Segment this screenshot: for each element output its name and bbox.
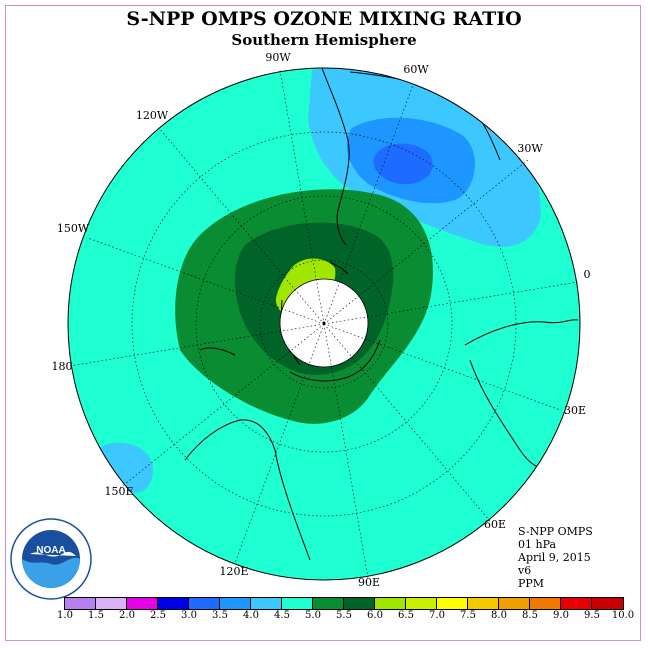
lon-label-120e: 120E — [219, 565, 248, 578]
lon-label-90w: 90W — [265, 51, 291, 64]
colorbar-segment — [282, 598, 313, 609]
colorbar-segment — [220, 598, 251, 609]
colorbar-tick-label: 9.0 — [553, 610, 569, 621]
map-boundary — [67, 67, 581, 581]
info-block: S-NPP OMPS 01 hPa April 9, 2015 v6 PPM — [518, 525, 593, 590]
colorbar-segment — [251, 598, 282, 609]
colorbar — [64, 597, 624, 610]
colorbar-segment — [189, 598, 220, 609]
colorbar-tick-label: 10.0 — [611, 610, 635, 621]
lon-label-90e: 90E — [358, 576, 380, 589]
colorbar-segment — [468, 598, 499, 609]
colorbar-tick-label: 5.5 — [336, 610, 352, 621]
contour-3-0-region — [373, 143, 433, 185]
lon-label-0: 0 — [584, 268, 591, 281]
map-title: S-NPP OMPS OZONE MIXING RATIO — [126, 8, 522, 30]
lon-label-120w: 120W — [136, 109, 169, 122]
colorbar-tick-label: 6.0 — [367, 610, 383, 621]
lon-label-180: 180 — [52, 360, 73, 373]
info-date: April 9, 2015 — [518, 551, 591, 564]
lon-label-60w: 60W — [403, 63, 429, 76]
colorbar-segment — [313, 598, 344, 609]
info-instrument: S-NPP OMPS — [518, 525, 593, 538]
colorbar-tick-label: 2.0 — [119, 610, 135, 621]
colorbar-segment — [437, 598, 468, 609]
colorbar-tick-label: 3.0 — [181, 610, 197, 621]
colorbar-tick-label: 6.5 — [398, 610, 414, 621]
colorbar-tick-label: 9.5 — [584, 610, 600, 621]
colorbar-tick-label: 5.0 — [305, 610, 321, 621]
colorbar-tick-label: 8.5 — [522, 610, 538, 621]
map-subtitle: Southern Hemisphere — [231, 31, 417, 49]
logo-text: NOAA — [36, 545, 65, 556]
colorbar-segment — [96, 598, 127, 609]
info-units: PPM — [518, 577, 545, 590]
lon-label-150e: 150E — [104, 485, 133, 498]
colorbar-tick-label: 3.5 — [212, 610, 228, 621]
colorbar-segment — [344, 598, 375, 609]
colorbar-tick-label: 1.0 — [57, 610, 73, 621]
colorbar-segment — [375, 598, 406, 609]
colorbar-tick-label: 7.0 — [429, 610, 445, 621]
colorbar-segment — [127, 598, 158, 609]
colorbar-tick-label: 7.5 — [460, 610, 476, 621]
lon-label-30w: 30W — [517, 142, 543, 155]
info-version: v6 — [518, 564, 532, 577]
colorbar-segment — [499, 598, 530, 609]
colorbar-tick-label: 8.0 — [491, 610, 507, 621]
colorbar-segment — [158, 598, 189, 609]
colorbar-tick-label: 4.0 — [243, 610, 259, 621]
lon-label-60e: 60E — [484, 518, 506, 531]
figure-frame — [5, 5, 641, 641]
colorbar-tick-label: 2.5 — [150, 610, 166, 621]
colorbar-segment — [561, 598, 592, 609]
lon-label-30e: 30E — [564, 404, 586, 417]
south-pole-marker — [322, 321, 326, 325]
colorbar-ticks: 1.0 1.5 2.0 2.5 3.0 3.5 4.0 4.5 5.0 5.5 6.0 6.5 7.0 7… — [57, 610, 634, 624]
colorbar-tick-label: 1.5 — [88, 610, 104, 621]
info-level: 01 hPa — [518, 538, 557, 551]
colorbar-segment — [530, 598, 561, 609]
graticule — [69, 69, 579, 579]
colorbar-segment — [592, 598, 623, 609]
colorbar-segment — [406, 598, 437, 609]
colorbar-tick-label: 4.5 — [274, 610, 290, 621]
colorbar-segment — [65, 598, 96, 609]
noaa-logo-icon: NOAA — [10, 518, 92, 600]
lon-label-150w: 150W — [57, 222, 90, 235]
